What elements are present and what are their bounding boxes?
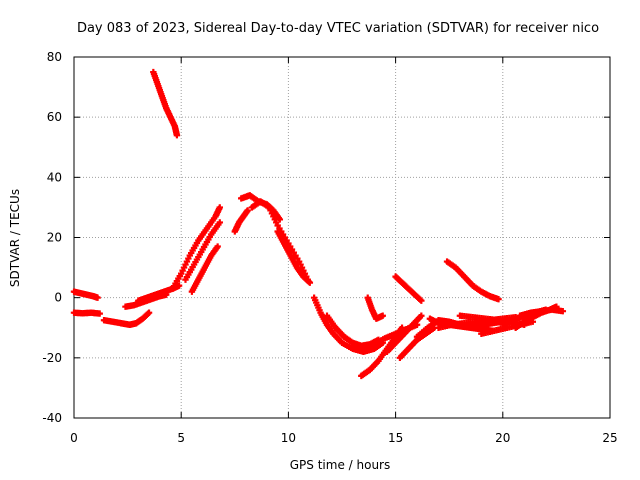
data-point bbox=[216, 219, 223, 226]
data-point bbox=[145, 309, 153, 316]
series-arc-21 bbox=[392, 273, 425, 304]
data-point bbox=[216, 204, 223, 211]
data-point bbox=[418, 297, 425, 304]
data-point bbox=[94, 294, 101, 301]
x-axis-label: GPS time / hours bbox=[290, 458, 391, 472]
series-arc-2 bbox=[70, 309, 103, 317]
series-arc-31 bbox=[516, 306, 567, 319]
y-tick-label: -40 bbox=[42, 411, 62, 425]
series-arc-10 bbox=[231, 207, 251, 235]
chart-title: Day 083 of 2023, Sidereal Day-to-day VTE… bbox=[77, 21, 599, 36]
x-tick-label: 5 bbox=[177, 431, 185, 445]
x-tick-label: 15 bbox=[388, 431, 403, 445]
x-tick-label: 10 bbox=[281, 431, 296, 445]
data-point bbox=[214, 243, 221, 250]
data-points bbox=[70, 68, 567, 380]
data-point bbox=[418, 312, 425, 319]
gridlines bbox=[74, 57, 610, 418]
x-tick-label: 0 bbox=[70, 431, 78, 445]
data-point bbox=[379, 312, 386, 319]
series-arc-20 bbox=[364, 294, 386, 322]
y-tick-label: 80 bbox=[47, 50, 62, 64]
series-arc-8 bbox=[182, 219, 223, 283]
series-arc-9 bbox=[188, 243, 221, 295]
series-arc-24 bbox=[443, 258, 502, 303]
data-point bbox=[559, 308, 567, 315]
x-tick-label: 25 bbox=[602, 431, 617, 445]
data-point bbox=[495, 295, 502, 303]
data-point bbox=[244, 207, 251, 214]
axis-ticks bbox=[73, 56, 611, 419]
y-tick-label: -20 bbox=[42, 351, 62, 365]
data-point bbox=[96, 310, 103, 317]
series-arc-6 bbox=[150, 68, 181, 139]
y-axis-label: SDTVAR / TECUs bbox=[8, 189, 22, 287]
series-arc-13 bbox=[274, 228, 314, 286]
data-point bbox=[173, 132, 181, 139]
data-point bbox=[306, 279, 314, 286]
x-tick-label: 20 bbox=[495, 431, 510, 445]
y-tick-label: 40 bbox=[47, 170, 62, 184]
x-tick-labels: 0 5 10 15 20 25 bbox=[70, 431, 617, 445]
series-arc-1 bbox=[70, 288, 101, 301]
y-tick-label: 60 bbox=[47, 110, 62, 124]
y-tick-labels: -40 -20 0 20 40 60 80 bbox=[42, 50, 62, 425]
series-arc-3 bbox=[100, 309, 153, 328]
series-arc-7 bbox=[169, 204, 223, 292]
y-tick-label: 20 bbox=[47, 231, 62, 245]
series-arc-18 bbox=[383, 312, 425, 356]
y-tick-label: 0 bbox=[54, 291, 62, 305]
